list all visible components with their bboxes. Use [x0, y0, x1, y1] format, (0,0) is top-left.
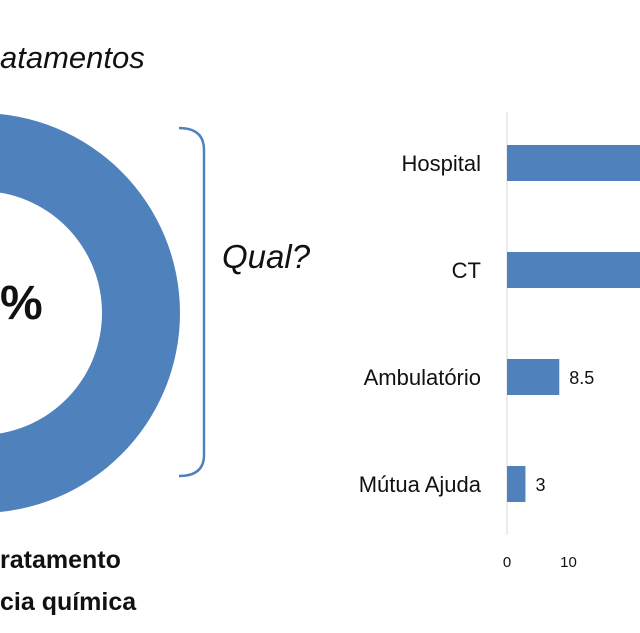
bar [507, 145, 640, 181]
caption-line-2: cia química [0, 588, 137, 616]
donut-ring [0, 114, 180, 512]
category-label: CT [452, 258, 481, 283]
bar [507, 359, 560, 395]
value-label: 8.5 [569, 368, 594, 388]
x-tick-label: 0 [503, 554, 511, 571]
value-label: 3 [535, 475, 545, 495]
slide-heading: atamentos [0, 40, 145, 75]
category-label: Ambulatório [364, 365, 481, 390]
category-label: Mútua Ajuda [359, 472, 482, 497]
category-label: Hospital [402, 151, 481, 176]
question-label: Qual? [222, 238, 311, 275]
donut-center-label: % [0, 277, 43, 330]
caption-line-1: ratamento [0, 546, 121, 574]
bar [507, 252, 640, 288]
x-tick-label: 10 [560, 554, 577, 571]
bar [507, 466, 526, 502]
right-bracket-icon [178, 126, 206, 478]
